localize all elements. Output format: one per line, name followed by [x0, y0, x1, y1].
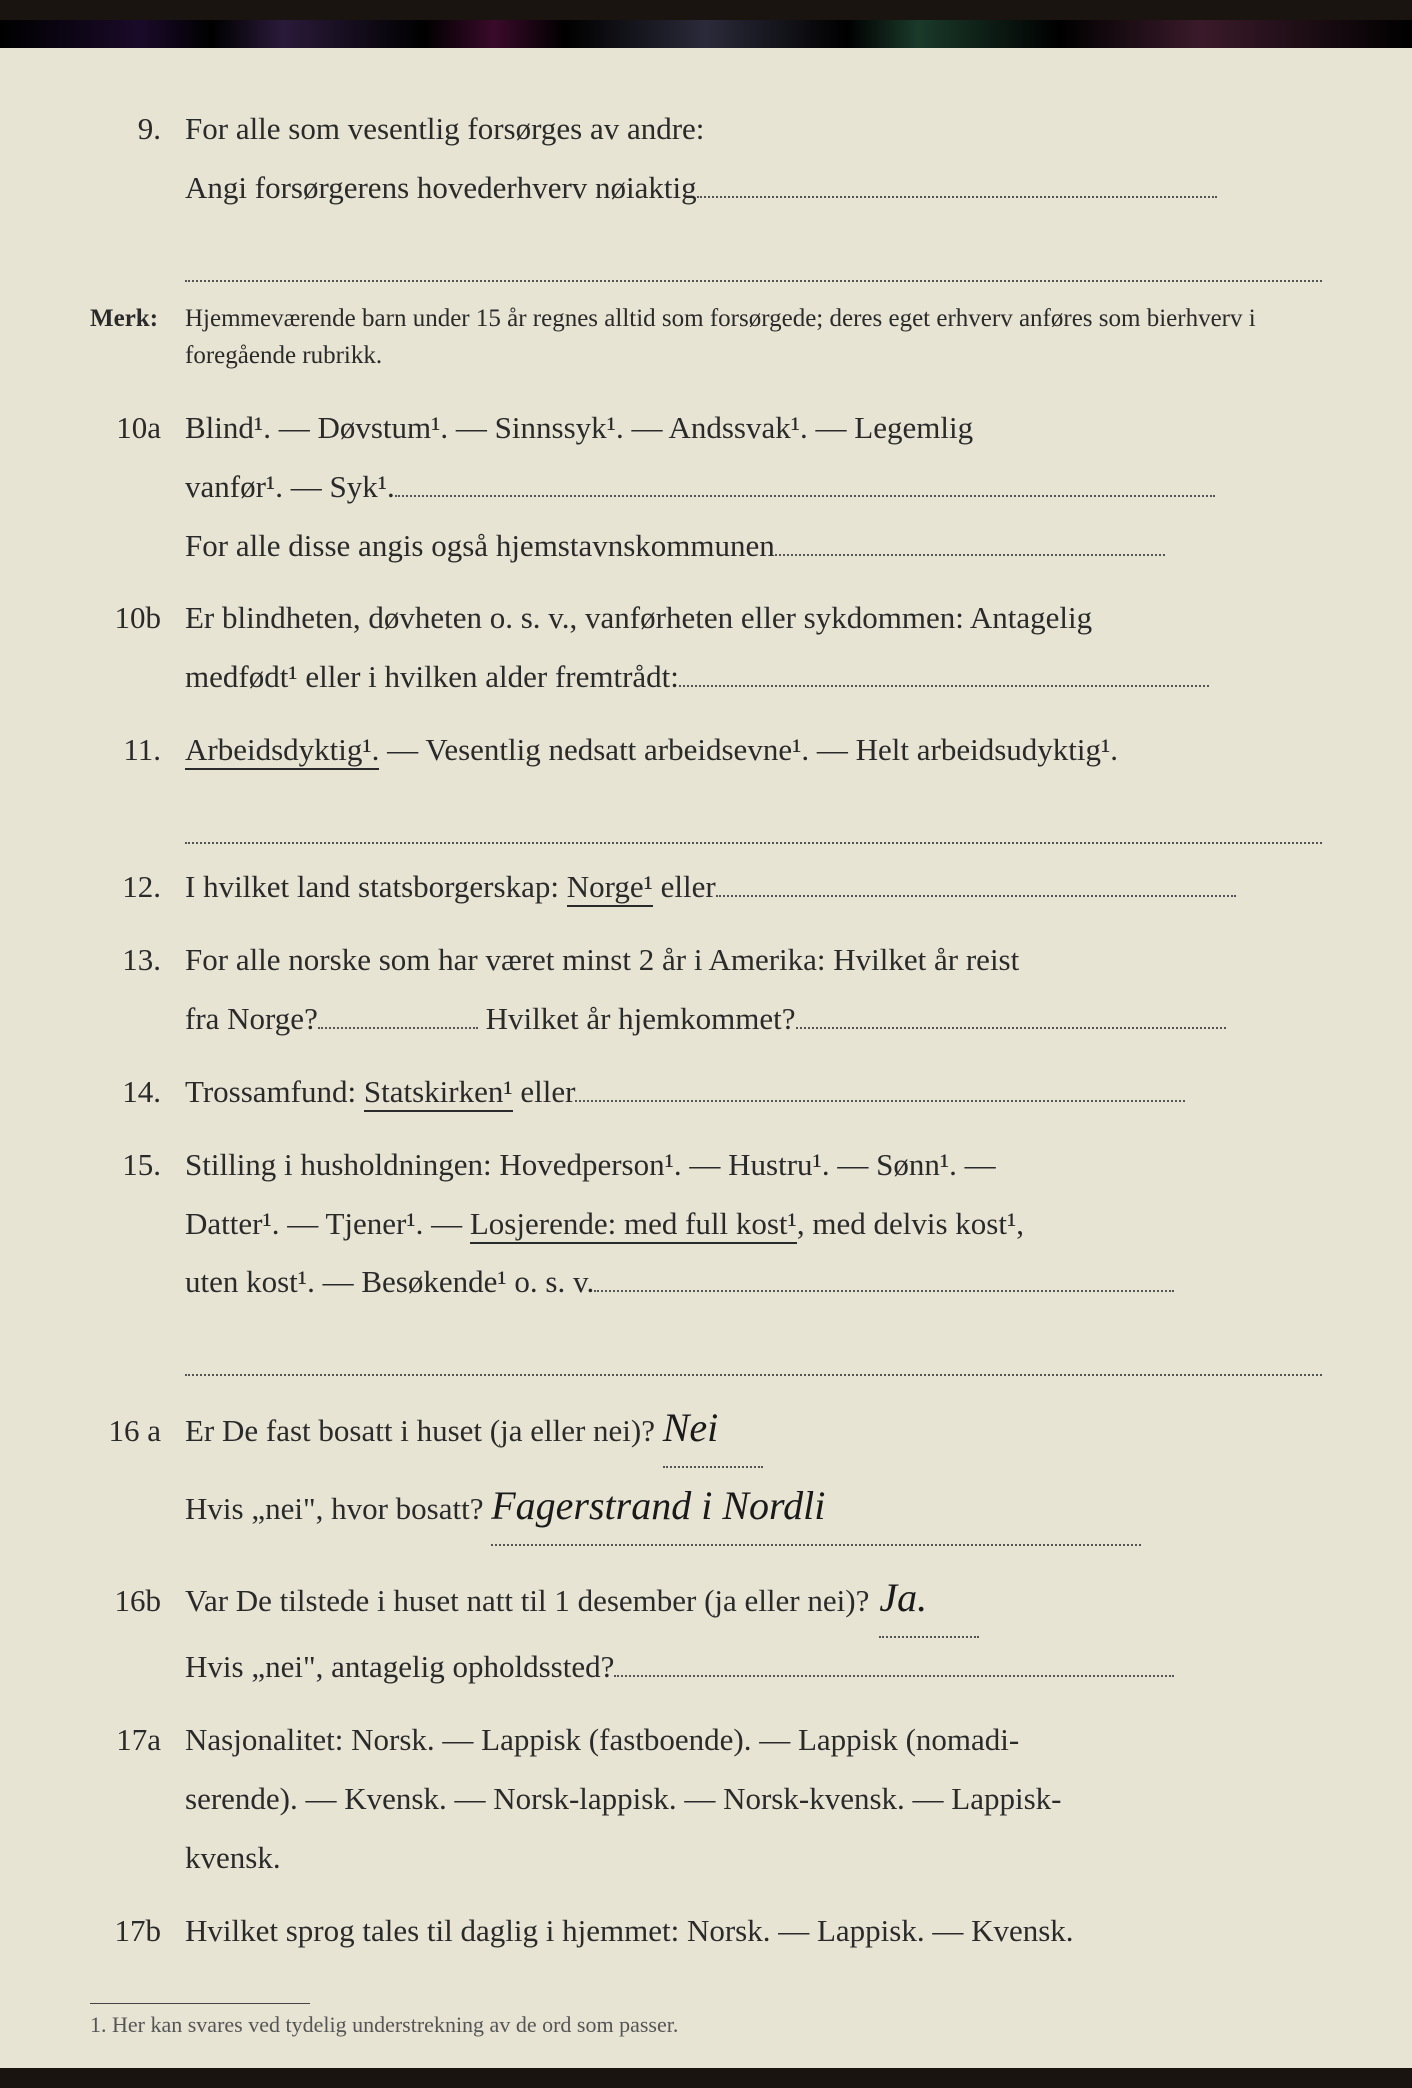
q11-mid: — Vesentlig nedsatt arbeidsevne¹. — Helt… [379, 732, 1118, 767]
q10a-text-c: For alle disse angis også hjemstavnskomm… [185, 528, 775, 563]
note-merk: Merk: Hjemmeværende barn under 15 år reg… [90, 300, 1322, 375]
merk-text: Hjemmeværende barn under 15 år regnes al… [185, 300, 1322, 375]
q15-text-c: , med delvis kost¹, [797, 1206, 1024, 1241]
q-number: 17b [90, 1902, 185, 1961]
q-number: 17a [90, 1711, 185, 1770]
question-15: 15. Stilling i husholdningen: Hovedperso… [90, 1136, 1322, 1313]
q16a-text-a: Er De fast bosatt i huset (ja eller nei)… [185, 1413, 663, 1448]
q-number: 9. [90, 100, 185, 159]
q13-text-a: For alle norske som har været minst 2 år… [185, 942, 1019, 977]
q15-text-b: Datter¹. — Tjener¹. — [185, 1206, 470, 1241]
fill-line [395, 495, 1215, 497]
q17a-text-b: serende). — Kvensk. — Norsk-lappisk. — N… [185, 1781, 1061, 1816]
document-page: 9. For alle som vesentlig forsørges av a… [0, 20, 1412, 2068]
question-9: 9. For alle som vesentlig forsørges av a… [90, 100, 1322, 218]
q9-line1: For alle som vesentlig forsørges av andr… [185, 111, 704, 146]
q14-text-b: eller [513, 1074, 576, 1109]
question-14: 14. Trossamfund: Statskirken¹ eller [90, 1063, 1322, 1122]
fill-line [594, 1290, 1174, 1292]
q-body: Trossamfund: Statskirken¹ eller [185, 1063, 1322, 1122]
fill-line [716, 895, 1236, 897]
handwritten-answer: Fagerstrand i Nordli [491, 1468, 1141, 1546]
question-17a: 17a Nasjonalitet: Norsk. — Lappisk (fast… [90, 1711, 1322, 1888]
q-body: I hvilket land statsborgerskap: Norge¹ e… [185, 858, 1322, 917]
question-12: 12. I hvilket land statsborgerskap: Norg… [90, 858, 1322, 917]
q14-text-a: Trossamfund: [185, 1074, 364, 1109]
q-body: For alle som vesentlig forsørges av andr… [185, 100, 1322, 218]
q15-text-a: Stilling i husholdningen: Hovedperson¹. … [185, 1147, 996, 1182]
q-number: 12. [90, 858, 185, 917]
q10a-text-b: vanfør¹. — Syk¹. [185, 469, 395, 504]
q10b-text-b: medfødt¹ eller i hvilken alder fremtrådt… [185, 659, 679, 694]
fill-line [697, 196, 1217, 198]
q11-opt1: Arbeidsdyktig¹. [185, 732, 379, 770]
q-number: 13. [90, 931, 185, 990]
q9-line2: Angi forsørgerens hovederhverv nøiaktig [185, 170, 697, 205]
q16b-text-a: Var De tilstede i huset natt til 1 desem… [185, 1583, 869, 1618]
q15-text-d: uten kost¹. — Besøkende¹ o. s. v. [185, 1264, 594, 1299]
question-11: 11. Arbeidsdyktig¹. — Vesentlig nedsatt … [90, 721, 1322, 780]
q-number: 16b [90, 1572, 185, 1631]
q13-text-c: Hvilket år hjemkommet? [478, 1001, 796, 1036]
q17b-text: Hvilket sprog tales til daglig i hjemmet… [185, 1913, 1074, 1948]
handwritten-answer: Nei [663, 1390, 763, 1468]
footnote: 1. Her kan svares ved tydelig understrek… [90, 2003, 678, 2038]
q13-text-b: fra Norge? [185, 1001, 318, 1036]
q12-text-b: eller [653, 869, 716, 904]
q-body: Var De tilstede i huset natt til 1 desem… [185, 1560, 1322, 1697]
footnote-rule [90, 2003, 310, 2004]
q12-text-a: I hvilket land statsborgerskap: [185, 869, 567, 904]
question-17b: 17b Hvilket sprog tales til daglig i hje… [90, 1902, 1322, 1961]
q-number: 16 a [90, 1402, 185, 1461]
q-number: 10b [90, 589, 185, 648]
footnote-text: 1. Her kan svares ved tydelig understrek… [90, 2012, 678, 2037]
q-body: Hvilket sprog tales til daglig i hjemmet… [185, 1902, 1322, 1961]
q16b-text-b: Hvis „nei", antagelig opholdssted? [185, 1649, 614, 1684]
q17a-text-c: kvensk. [185, 1840, 281, 1875]
q16a-text-b: Hvis „nei", hvor bosatt? [185, 1491, 491, 1526]
q-body: Er blindheten, døvheten o. s. v., vanfør… [185, 589, 1322, 707]
question-16a: 16 a Er De fast bosatt i huset (ja eller… [90, 1390, 1322, 1546]
q-number: 10a [90, 399, 185, 458]
question-16b: 16b Var De tilstede i huset natt til 1 d… [90, 1560, 1322, 1697]
fill-line [796, 1027, 1226, 1029]
q-number: 15. [90, 1136, 185, 1195]
q-body: Er De fast bosatt i huset (ja eller nei)… [185, 1390, 1322, 1546]
fill-line [679, 685, 1209, 687]
q15-opt: Losjerende: med full kost¹ [470, 1206, 797, 1244]
question-10b: 10b Er blindheten, døvheten o. s. v., va… [90, 589, 1322, 707]
scan-artifact-top [0, 20, 1412, 48]
question-13: 13. For alle norske som har været minst … [90, 931, 1322, 1049]
q-body: Arbeidsdyktig¹. — Vesentlig nedsatt arbe… [185, 721, 1322, 780]
q-body: For alle norske som har været minst 2 år… [185, 931, 1322, 1049]
q14-opt: Statskirken¹ [364, 1074, 513, 1112]
q-body: Nasjonalitet: Norsk. — Lappisk (fastboen… [185, 1711, 1322, 1888]
question-10a: 10a Blind¹. — Døvstum¹. — Sinnssyk¹. — A… [90, 399, 1322, 576]
q-body: Stilling i husholdningen: Hovedperson¹. … [185, 1136, 1322, 1313]
q10b-text-a: Er blindheten, døvheten o. s. v., vanfør… [185, 600, 1092, 635]
q-number: 14. [90, 1063, 185, 1122]
q17a-text-a: Nasjonalitet: Norsk. — Lappisk (fastboen… [185, 1722, 1019, 1757]
fill-line [318, 1027, 478, 1029]
fill-line-full [185, 794, 1322, 844]
fill-line-full [185, 232, 1322, 282]
fill-line [575, 1100, 1185, 1102]
q12-opt: Norge¹ [567, 869, 653, 907]
q-body: Blind¹. — Døvstum¹. — Sinnssyk¹. — Andss… [185, 399, 1322, 576]
q-number: 11. [90, 721, 185, 780]
merk-label: Merk: [90, 300, 185, 375]
q10a-text-a: Blind¹. — Døvstum¹. — Sinnssyk¹. — Andss… [185, 410, 973, 445]
handwritten-answer: Ja. [879, 1560, 979, 1638]
fill-line [775, 554, 1165, 556]
fill-line [614, 1675, 1174, 1677]
fill-line-full [185, 1326, 1322, 1376]
